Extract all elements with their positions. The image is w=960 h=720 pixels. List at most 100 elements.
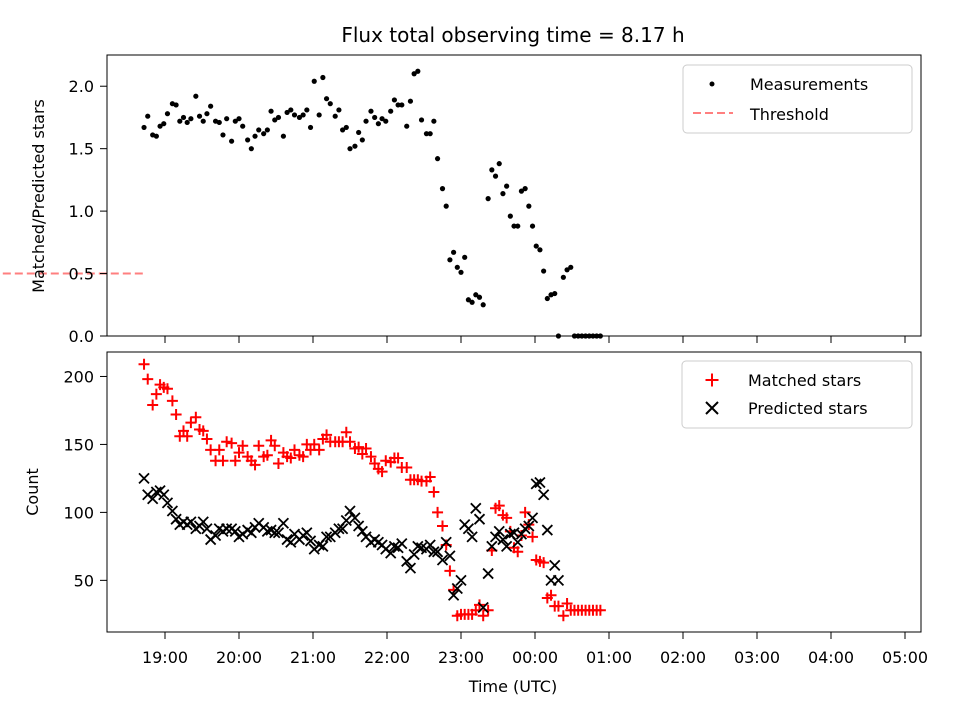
matched-stars-point (233, 447, 245, 459)
measurement-point (288, 107, 294, 113)
legend-box (682, 64, 913, 134)
measurement-point (256, 127, 262, 133)
measurement-point (332, 113, 338, 119)
measurement-point (447, 257, 453, 263)
matched-stars-point (221, 436, 233, 448)
matched-stars-point (253, 440, 265, 452)
measurement-point (500, 191, 506, 197)
legend-threshold-label: Threshold (749, 105, 829, 124)
y-tick-label: 1.5 (69, 140, 94, 159)
matched-stars-point (482, 604, 494, 616)
measurement-point (229, 138, 235, 144)
matched-stars-point (285, 452, 297, 464)
bottom-panel-frame (106, 351, 922, 633)
predicted-stars-point (534, 476, 546, 489)
measurement-point (465, 297, 471, 303)
matched-stars-point (428, 486, 440, 498)
y-tick-label: 1.0 (69, 202, 94, 221)
x-axis-label: Time (UTC) (468, 677, 557, 696)
matched-stars-point (197, 425, 209, 437)
measurement-point (368, 108, 374, 114)
measurement-point (404, 123, 410, 129)
measurement-point (153, 133, 159, 139)
legend-box (681, 360, 913, 429)
matched-stars-point (501, 512, 513, 524)
bottom-panel: 50 100 150 200 19:00 20:00 21:00 22:00 23:00 00:… (23, 351, 928, 696)
y-tick-label: 150 (63, 435, 94, 454)
measurement-point (496, 161, 502, 167)
predicted-stars-point (285, 536, 297, 548)
measurement-point (359, 137, 365, 143)
predicted-stars-point (158, 489, 170, 501)
matched-stars-point (545, 589, 557, 601)
top-panel-y-label: Matched/Predicted stars (29, 99, 48, 293)
measurement-point (522, 186, 528, 192)
predicted-stars-point (356, 525, 368, 538)
top-panel: 0.00.51.01.52.0 Matched/Predicted stars … (0, 54, 922, 346)
measurement-point (327, 101, 333, 107)
legend-measurements-label: Measurements (750, 75, 868, 94)
matched-stars-point (147, 399, 159, 411)
bottom-panel-y-axis: 50 100 150 200 (63, 367, 107, 590)
matched-stars-point (448, 584, 460, 596)
predicted-stars-point (486, 540, 498, 553)
measurement-point (485, 196, 491, 202)
matched-stars-point (561, 597, 573, 609)
measurement-point (224, 116, 230, 122)
measurement-point (252, 133, 258, 139)
matched-stars-point (344, 436, 356, 448)
predicted-stars-point (150, 486, 163, 498)
x-tick-label: 03:00 (734, 648, 780, 667)
measurement-point (284, 109, 290, 116)
predicted-stars-point (138, 472, 150, 485)
measurement-point (291, 112, 298, 118)
measurement-point (307, 124, 314, 131)
predicted-stars-point (344, 505, 356, 517)
predicted-stars-point (201, 523, 213, 535)
predicted-stars-point (447, 589, 460, 601)
matched-stars-point (594, 604, 606, 616)
measurement-point (352, 143, 358, 149)
measurement-point (208, 103, 214, 109)
bottom-panel-y-label: Count (23, 468, 42, 516)
measurement-point (177, 118, 183, 124)
measurement-point (145, 113, 151, 119)
measurement-point (431, 118, 437, 124)
predicted-stars-point (462, 523, 475, 535)
measurement-point (469, 299, 475, 305)
x-tick-label: 19:00 (142, 648, 188, 667)
measurement-point (552, 290, 558, 297)
matched-stars-point (527, 531, 539, 543)
measurement-point (492, 173, 499, 179)
predicted-stars-point (451, 582, 463, 595)
measurement-point (157, 123, 163, 129)
matched-stars-point (360, 443, 372, 455)
measurement-point (544, 295, 550, 302)
measurement-point (560, 274, 566, 280)
predicted-stars-point (473, 513, 486, 525)
measurement-point (304, 107, 310, 113)
measurement-point (323, 96, 330, 102)
predicted-stars-point (530, 478, 542, 490)
measurement-point (275, 114, 282, 121)
measurement-point (375, 121, 381, 127)
predicted-stars-point (436, 554, 449, 566)
x-tick-label: 04:00 (808, 648, 854, 667)
predicted-stars-point (537, 489, 550, 501)
measurement-point (476, 294, 483, 300)
predicted-stars-point (336, 523, 349, 535)
measurement-point (568, 264, 574, 270)
matched-stars-point (289, 444, 300, 456)
matched-stars-point (190, 411, 202, 423)
measurement-point (423, 131, 430, 137)
measurement-point (379, 116, 385, 122)
measurement-point (245, 137, 251, 143)
predicted-stars-point (185, 516, 197, 528)
y-tick-label: 0.0 (69, 327, 94, 346)
measurement-point (164, 111, 171, 117)
measurement-point (388, 108, 394, 114)
measurement-point (240, 123, 246, 129)
matched-stars-point (424, 471, 436, 483)
predicted-stars-point (482, 567, 494, 580)
measurement-point (347, 146, 353, 152)
